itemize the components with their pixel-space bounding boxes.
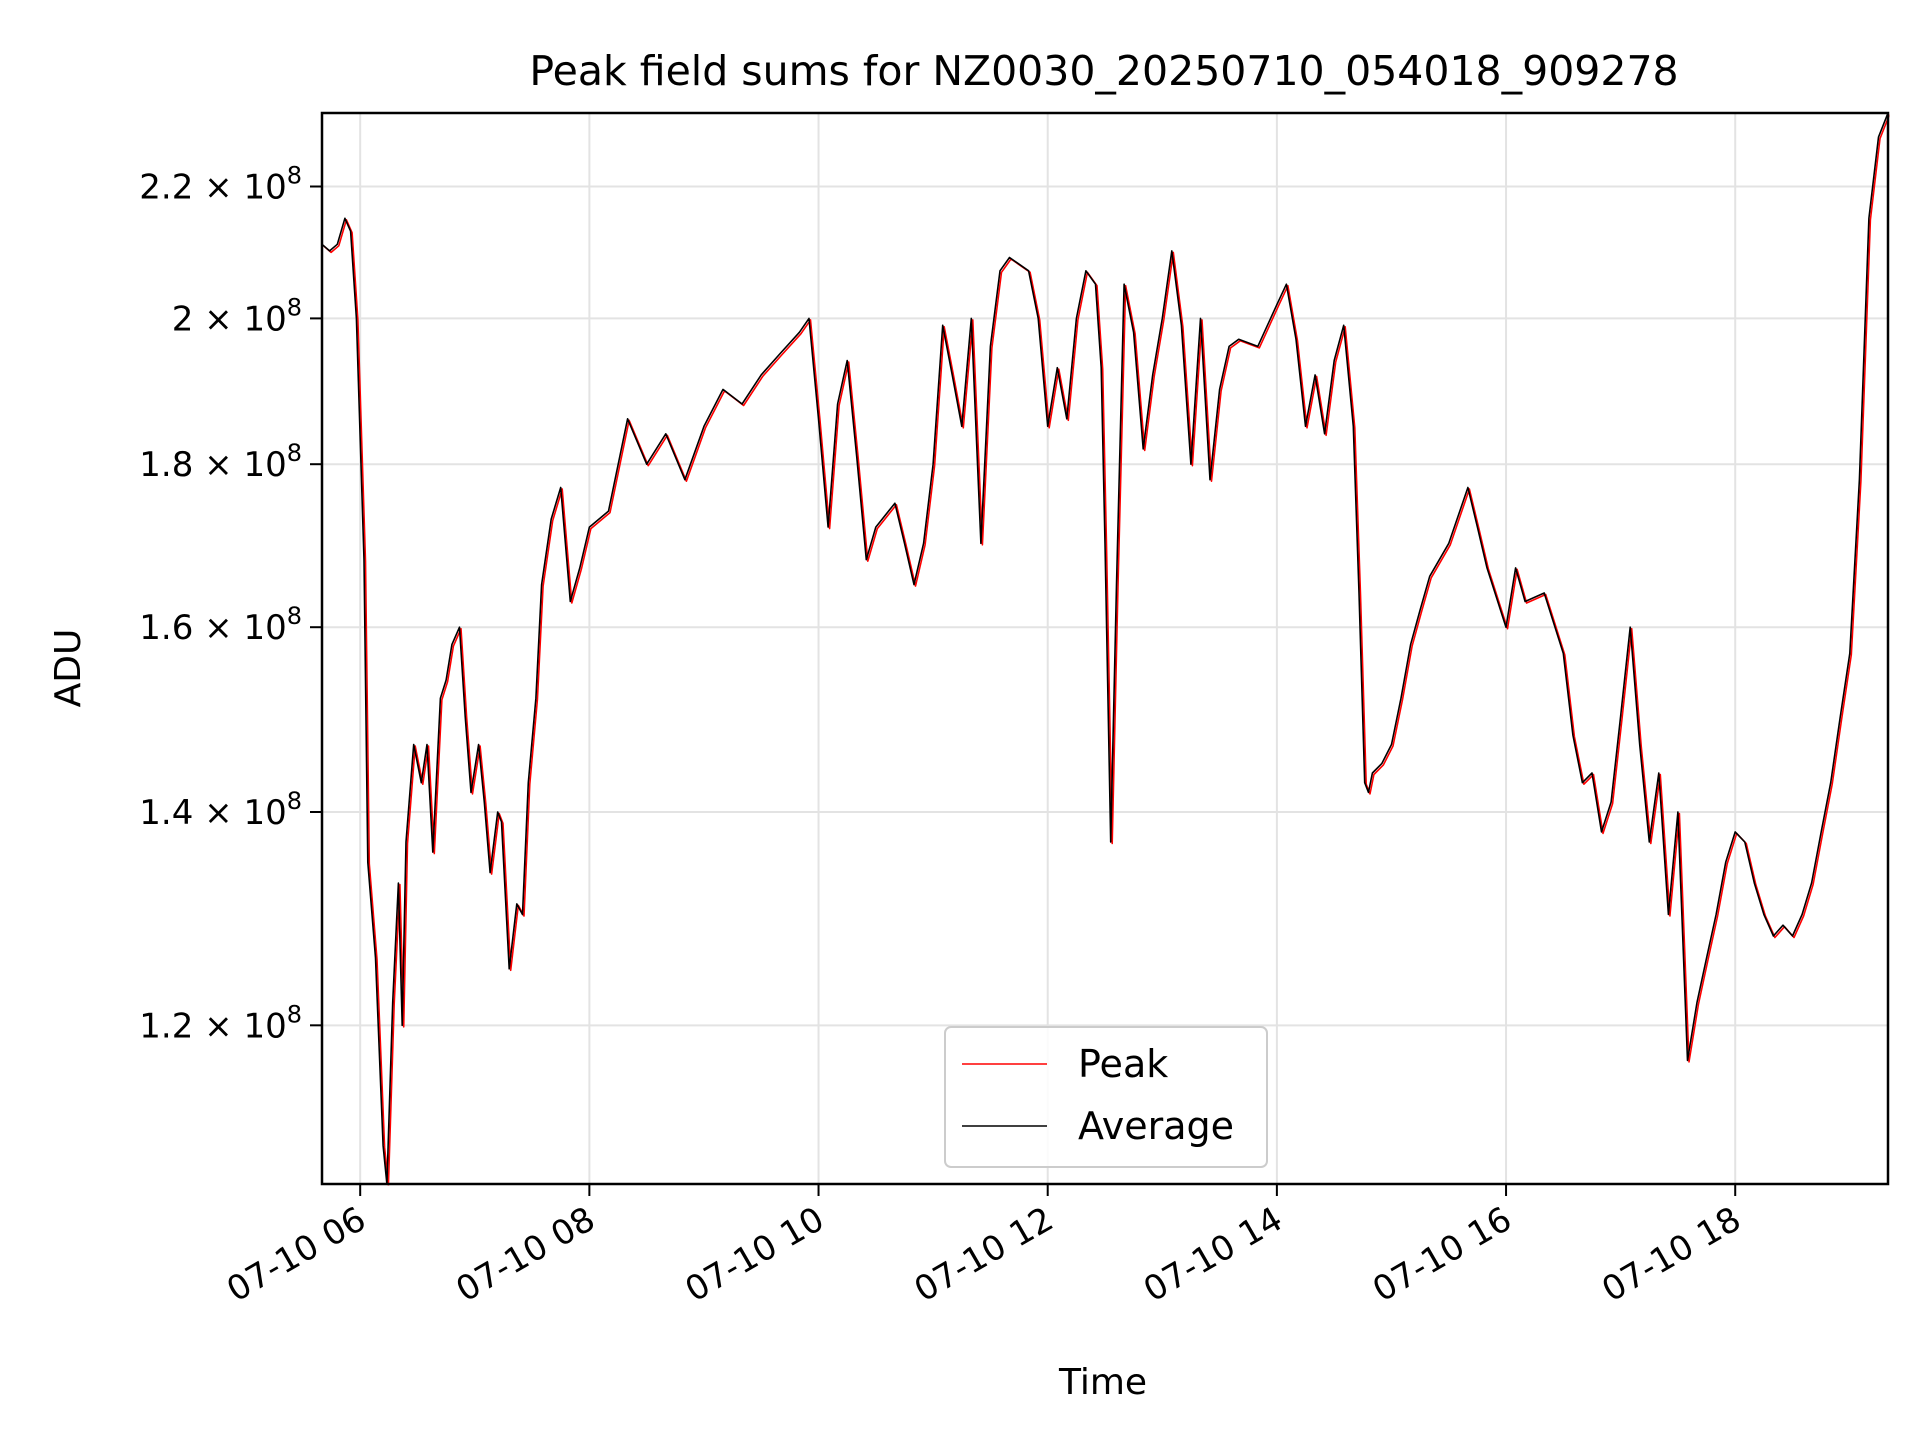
legend-label-peak: Peak [1078, 1042, 1168, 1086]
y-axis-ticks: 1.2 × 108 1.4 × 108 1.6 × 108 1.8 × 108 2 × … [139, 161, 322, 1046]
grid-lines [322, 113, 1888, 1184]
y-tick-label: 1.8 × 108 [139, 439, 302, 485]
y-tick-label: 2 × 108 [172, 293, 302, 339]
y-tick-label: 1.6 × 108 [139, 602, 302, 648]
legend-label-average: Average [1078, 1104, 1234, 1148]
series-line-peak [323, 114, 1890, 1186]
y-axis-label: ADU [48, 629, 89, 708]
y-tick-label: 2.2 × 108 [139, 161, 302, 207]
y-tick-label: 1.4 × 108 [139, 787, 302, 833]
plot-frame [320, 111, 1890, 1186]
series-line-average [322, 113, 1888, 1184]
y-tick-label: 1.2 × 108 [139, 1000, 302, 1046]
legend: Peak Average [944, 1026, 1268, 1168]
x-axis-label: Time [1058, 1362, 1147, 1403]
legend-box [944, 1026, 1268, 1168]
data-lines [322, 113, 1890, 1186]
chart-title: Peak field sums for NZ0030_20250710_0540… [529, 47, 1678, 95]
